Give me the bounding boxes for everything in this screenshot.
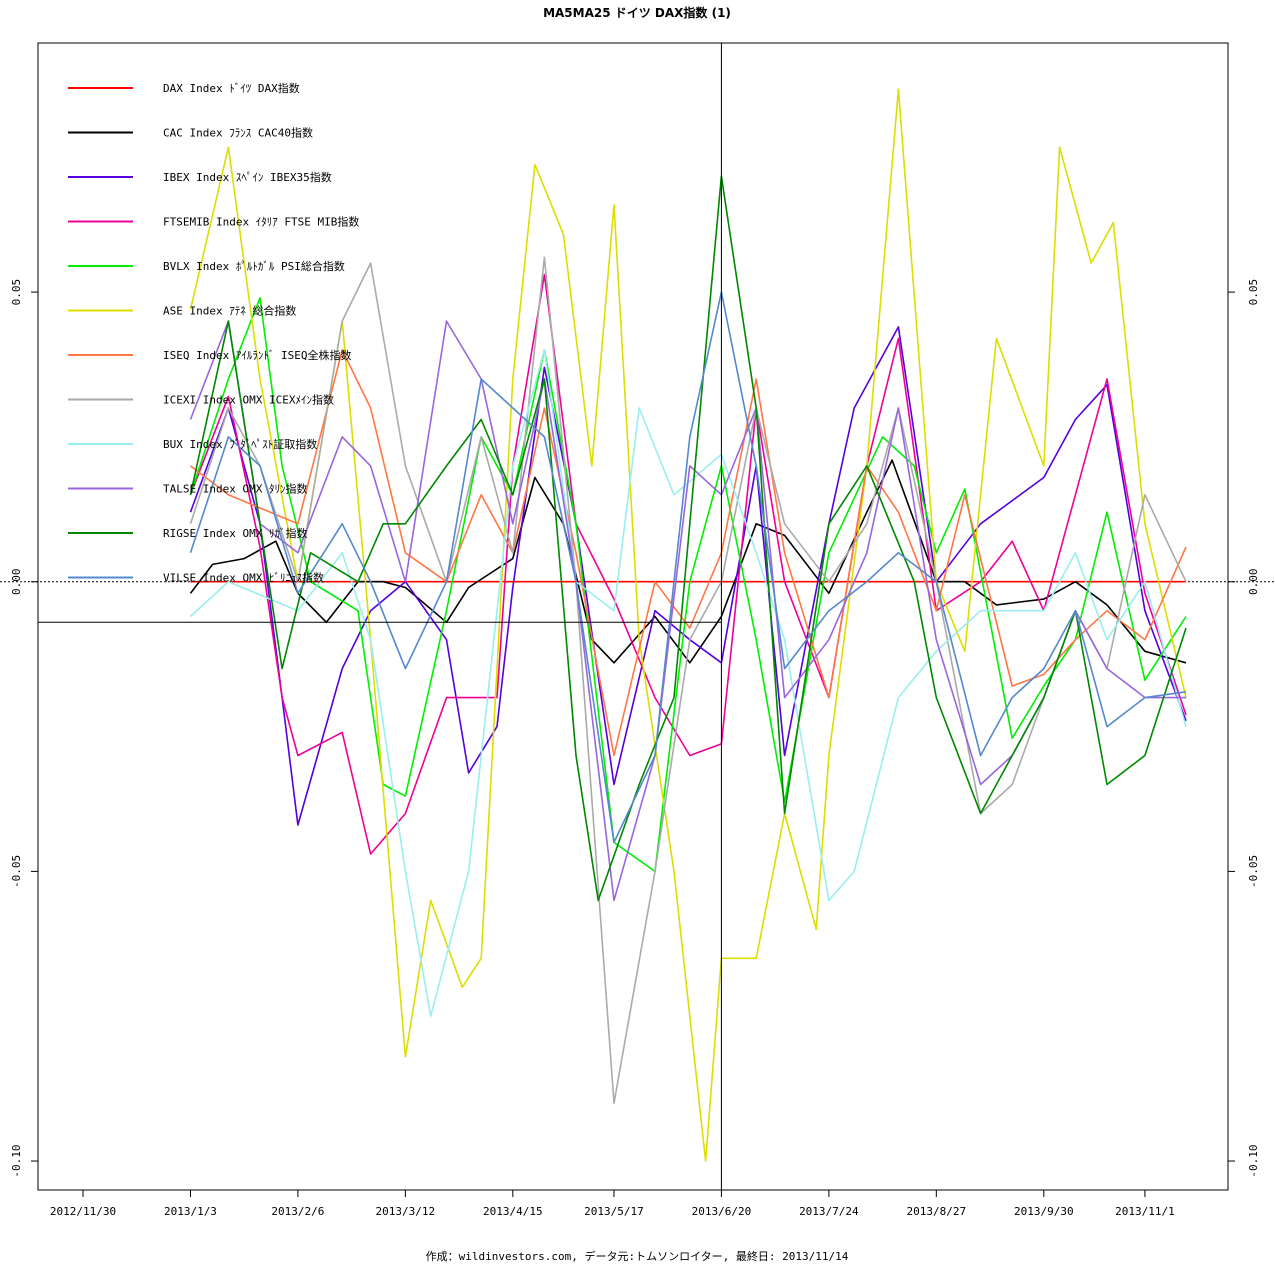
y-tick-label-left: 0.00 [10, 568, 23, 595]
legend-label: FTSEMIB Index ｲﾀﾘｱ FTSE MIB指数 [163, 215, 359, 229]
legend-label: ASE Index ｱﾃﾈ 総合指数 [163, 304, 296, 318]
legend-label: ICEXI Index OMX ICEXﾒｲﾝ指数 [163, 393, 334, 407]
legend-label: BVLX Index ﾎﾟﾙﾄｶﾞﾙ PSI総合指数 [163, 259, 345, 273]
x-tick-label: 2013/9/30 [1014, 1205, 1074, 1218]
legend-label: BUX Index ﾌﾞﾀﾞﾍﾟｽﾄ証取指数 [163, 437, 317, 451]
y-tick-label-right: -0.10 [1247, 1144, 1260, 1177]
x-tick-label: 2013/6/20 [692, 1205, 752, 1218]
y-tick-label-left: -0.05 [10, 855, 23, 888]
x-tick-label: 2013/8/27 [907, 1205, 967, 1218]
legend-label: IBEX Index ｽﾍﾟｲﾝ IBEX35指数 [163, 170, 332, 184]
y-tick-label-right: 0.00 [1247, 568, 1260, 595]
x-tick-label: 2013/11/1 [1115, 1205, 1175, 1218]
y-tick-label-right: 0.05 [1247, 279, 1260, 306]
series-line-icexi [191, 257, 1187, 1103]
series-line-bvlx [191, 298, 1187, 872]
x-tick-label: 2013/2/6 [271, 1205, 324, 1218]
x-tick-label: 2013/7/24 [799, 1205, 859, 1218]
y-tick-label-right: -0.05 [1247, 855, 1260, 888]
series-line-cac [191, 460, 1187, 663]
series-line-ibex [191, 327, 1187, 825]
series-line-rigse [191, 176, 1187, 900]
x-tick-label: 2013/4/15 [483, 1205, 543, 1218]
x-tick-label: 2013/1/3 [164, 1205, 217, 1218]
legend-label: RIGSE Index OMX ﾘｶﾞ指数 [163, 526, 307, 540]
y-tick-label-left: 0.05 [10, 279, 23, 306]
x-tick-label: 2013/5/17 [584, 1205, 644, 1218]
legend-label: CAC Index ﾌﾗﾝｽ CAC40指数 [163, 126, 313, 140]
y-tick-label-left: -0.10 [10, 1144, 23, 1177]
legend-label: DAX Index ﾄﾞｲﾂ DAX指数 [163, 81, 300, 95]
chart-footer: 作成：wildinvestors.com, データ元:トムソンロイター, 最終日… [426, 1249, 849, 1263]
chart-title: MA5MA25 ドイツ DAX指数 (1) [543, 5, 731, 20]
legend-label: TALSE Index OMX ﾀﾘﾝ指数 [163, 482, 307, 496]
series-line-iseq [191, 350, 1187, 756]
legend-label: ISEQ Index ｱｲﾙﾗﾝﾄﾞ ISEQ全株指数 [163, 348, 351, 362]
series-line-vilse [191, 292, 1187, 842]
x-tick-label: 2013/3/12 [376, 1205, 436, 1218]
legend-label: VILSE Index OMX ﾋﾞﾘﾆｭｽ指数 [163, 571, 324, 585]
x-tick-label: 2012/11/30 [50, 1205, 116, 1218]
